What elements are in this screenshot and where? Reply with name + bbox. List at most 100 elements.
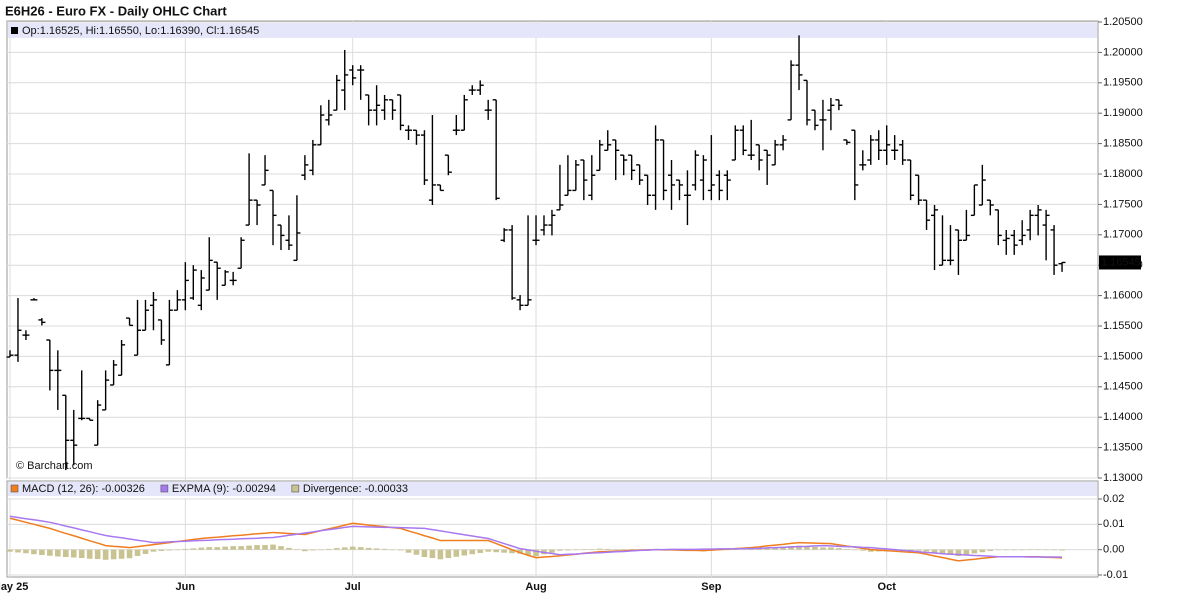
divergence-bar (238, 546, 244, 550)
chart-title: E6H26 - Euro FX - Daily OHLC Chart (5, 3, 227, 18)
divergence-bar (557, 549, 563, 551)
y-tick-label: 1.18500 (1103, 138, 1143, 150)
divergence-bar (78, 549, 85, 559)
divergence-bar (780, 546, 786, 550)
divergence-bar (174, 549, 181, 551)
divergence-bar (62, 549, 69, 558)
macd-legend-band (8, 482, 1097, 496)
divergence-bar (437, 549, 444, 560)
divergence-bar (445, 549, 452, 559)
divergence-bar (596, 548, 603, 550)
divergence-bar (326, 548, 332, 550)
divergence-bar (987, 549, 994, 551)
y-tick-label: 1.20000 (1103, 46, 1143, 58)
divergence-bar (86, 549, 93, 559)
divergence-bar (836, 548, 842, 550)
divergence-bar (796, 545, 802, 550)
price-legend-band (8, 23, 1097, 38)
divergence-bar (341, 547, 348, 550)
divergence-bar (469, 549, 476, 555)
divergence-bar (262, 545, 268, 550)
divergence-bar (804, 546, 810, 550)
divergence-bar (310, 549, 316, 551)
divergence-bar (493, 549, 499, 553)
divergence-bar (349, 546, 356, 550)
divergence-bar (333, 548, 340, 550)
divergence-bar (963, 549, 970, 555)
divergence-bar (525, 549, 531, 555)
divergence-bar (55, 549, 61, 557)
y-tick-label: 0.01 (1103, 518, 1124, 530)
divergence-bar (461, 549, 468, 556)
divergence-bar (142, 549, 149, 554)
divergence-bar (979, 549, 986, 553)
legend-swatch (11, 27, 18, 34)
divergence-bar (47, 549, 53, 556)
x-tick-label: Sep (701, 581, 721, 593)
legend-label: Divergence: -0.00033 (303, 483, 408, 495)
divergence-bar (270, 544, 276, 550)
legend-label: EXPMA (9): -0.00294 (172, 483, 276, 495)
divergence-bar (7, 549, 13, 552)
divergence-bar (453, 549, 460, 557)
divergence-bar (254, 545, 260, 550)
divergence-bar (485, 549, 491, 552)
x-tick-label: Aug (525, 581, 546, 593)
divergence-bar (413, 549, 420, 555)
divergence-bar (110, 549, 117, 560)
divergence-bar (190, 548, 197, 550)
x-tick-label: Jul (345, 581, 361, 593)
legend-swatch (160, 484, 169, 493)
ohlc-legend: Op:1.16525, Hi:1.16550, Lo:1.16390, Cl:1… (22, 25, 259, 37)
divergence-bar (517, 549, 523, 554)
divergence-bar (118, 549, 125, 559)
divergence-bar (158, 549, 165, 551)
divergence-bar (1011, 549, 1018, 551)
divergence-bar (150, 549, 157, 552)
y-tick-label: 1.13000 (1103, 472, 1143, 484)
background (6, 20, 1099, 578)
divergence-bar (294, 549, 300, 550)
divergence-bar (1027, 549, 1033, 550)
divergence-bar (39, 549, 45, 555)
divergence-bar (764, 547, 770, 550)
y-tick-label: 1.17000 (1103, 229, 1143, 241)
y-tick-label: 1.14000 (1103, 411, 1143, 423)
y-tick-label: 1.13500 (1103, 442, 1143, 454)
divergence-bar (620, 549, 627, 550)
macd-pane (6, 480, 1099, 578)
divergence-bar (198, 547, 205, 550)
divergence-bar (995, 549, 1002, 551)
y-tick-label: 1.15000 (1103, 350, 1143, 362)
y-tick-label: 1.17500 (1103, 198, 1143, 210)
divergence-bar (859, 549, 866, 551)
divergence-bar (628, 549, 635, 550)
price-pane (6, 20, 1099, 479)
x-tick-label: Jun (176, 581, 196, 593)
divergence-bar (788, 546, 794, 550)
divergence-bar (772, 547, 778, 550)
divergence-bar (549, 549, 555, 553)
divergence-bar (923, 549, 930, 552)
divergence-bar (612, 549, 619, 550)
last-price-label: 1.16545 (1101, 256, 1141, 268)
divergence-bar (867, 549, 874, 552)
divergence-bar (126, 549, 133, 559)
divergence-bar (421, 549, 428, 558)
divergence-bar (182, 548, 189, 550)
divergence-bar (509, 549, 515, 554)
divergence-bar (102, 549, 109, 560)
divergence-bar (357, 547, 364, 550)
indicator-line (9, 517, 1063, 562)
divergence-bar (477, 549, 484, 553)
divergence-bar (23, 549, 29, 554)
divergence-bar (70, 549, 77, 558)
y-tick-label: 1.16000 (1103, 290, 1143, 302)
labels: E6H26 - Euro FX - Daily OHLC Chart Op:1.… (0, 3, 1143, 592)
y-tick-label: 1.14500 (1103, 381, 1143, 393)
divergence-bar (820, 547, 826, 550)
divergence-bar (318, 549, 324, 551)
divergence-bar (397, 549, 404, 551)
